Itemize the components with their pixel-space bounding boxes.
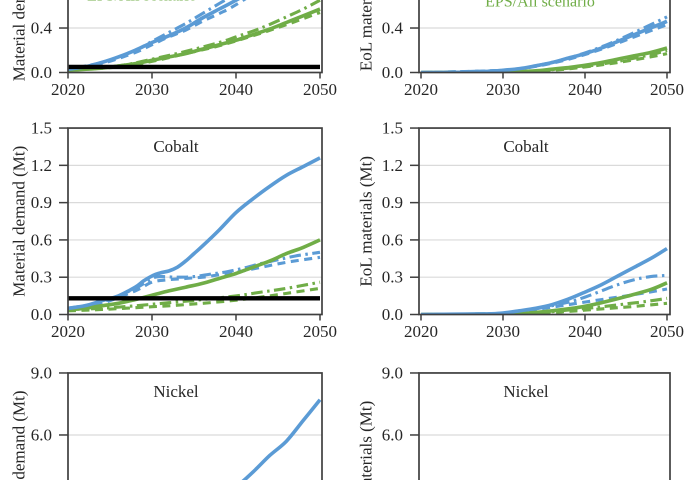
series-green-dashed [68,286,321,313]
subplot-demand-nickel: 0.03.06.09.02020203020402050Material dem… [10,363,323,480]
y-tick-label: 9.0 [31,363,52,382]
x-tick-label: 2020 [51,80,85,99]
x-tick-label: 2040 [219,80,253,99]
x-tick-label: 2050 [303,80,337,99]
y-axis-title: Material demand (Mt) [10,390,29,480]
plot-title: Cobalt [503,137,549,156]
y-tick-label: 6.0 [31,425,52,444]
series-green-solid [68,238,321,312]
plot-title: Cobalt [153,137,199,156]
subplot-eol-nickel: 0.03.06.09.02020203020402050EoL material… [357,363,671,480]
y-axis-title: Material demand (Mt) [10,146,29,297]
plot-title: Nickel [153,382,199,401]
x-tick-label: 2030 [135,80,169,99]
y-tick-label: 9.0 [382,363,403,382]
plot-border [418,127,671,316]
x-tick-label: 2030 [486,80,520,99]
series-blue-dashed [68,0,247,71]
subplot-eol-row1: 0.00.40.81.22020203020402050EoL material… [357,0,684,99]
y-tick-label: 0.0 [31,63,52,82]
y-tick-label: 0.4 [382,19,404,38]
series-blue-solid [68,156,321,311]
y-tick-label: 0.0 [31,305,52,324]
plot-border [418,372,671,480]
x-tick-label: 2050 [650,322,684,341]
x-tick-label: 2020 [51,322,85,341]
plot-title: Nickel [503,382,549,401]
subplot-eol-cobalt: 0.0 0.3 0.6 0.9 1.2 1.5 2020 2030 2040 2050 EoL ma… [357,119,685,341]
subplot-demand-cobalt: 0.0 0.3 0.6 0.9 1.2 1.5 2020 2030 2040 2050 Materi… [10,119,338,341]
y-tick-label: 6.0 [382,425,403,444]
y-tick-label: 0.6 [31,230,52,249]
series-green-dashdot [68,0,321,72]
y-tick-label: 1.2 [382,156,403,175]
y-tick-label: 0.6 [382,230,403,249]
legend-label: EPS/All scenario [87,0,197,5]
x-tick-label: 2020 [404,80,438,99]
plot-border [67,372,323,480]
series-blue-solid [241,398,322,480]
y-tick-label: 0.3 [31,268,52,287]
x-tick-label: 2030 [135,322,169,341]
y-tick-label: 1.5 [382,119,403,138]
y-tick-label: 1.5 [31,119,52,138]
x-tick-label: 2030 [486,322,520,341]
x-tick-label: 2040 [568,322,602,341]
series-blue-solid [68,0,241,71]
subplot-demand-row1: 0.00.40.81.22020203020402050Material dem… [10,0,337,99]
y-axis-title: EoL materials (Mt) [357,401,376,480]
series-blue-solid [420,247,668,315]
series-green-dashdot [68,280,321,312]
series-blue-solid [420,19,668,73]
plot-border [67,127,323,316]
x-tick-label: 2040 [568,80,602,99]
series-green-solid [68,7,321,73]
y-axis-title: Material demand (Mt) [10,0,29,81]
y-axis-title: EoL materials (Mt) [357,0,376,71]
y-tick-label: 0.9 [31,193,52,212]
x-tick-label: 2050 [650,80,684,99]
x-tick-label: 2040 [219,322,253,341]
legend-label: EPS/All scenario [485,0,595,11]
y-axis-title: EoL materials (Mt) [357,156,376,287]
series-blue-dashdot [68,0,229,71]
x-tick-label: 2050 [303,322,337,341]
x-tick-label: 2020 [404,322,438,341]
plot-border [418,0,671,74]
y-tick-label: 0.4 [31,19,53,38]
y-tick-label: 0.3 [382,268,403,287]
y-tick-label: 1.2 [31,156,52,175]
y-tick-label: 0.0 [382,305,403,324]
plot-border [67,0,323,74]
y-tick-label: 0.0 [382,63,403,82]
y-tick-label: 0.9 [382,193,403,212]
